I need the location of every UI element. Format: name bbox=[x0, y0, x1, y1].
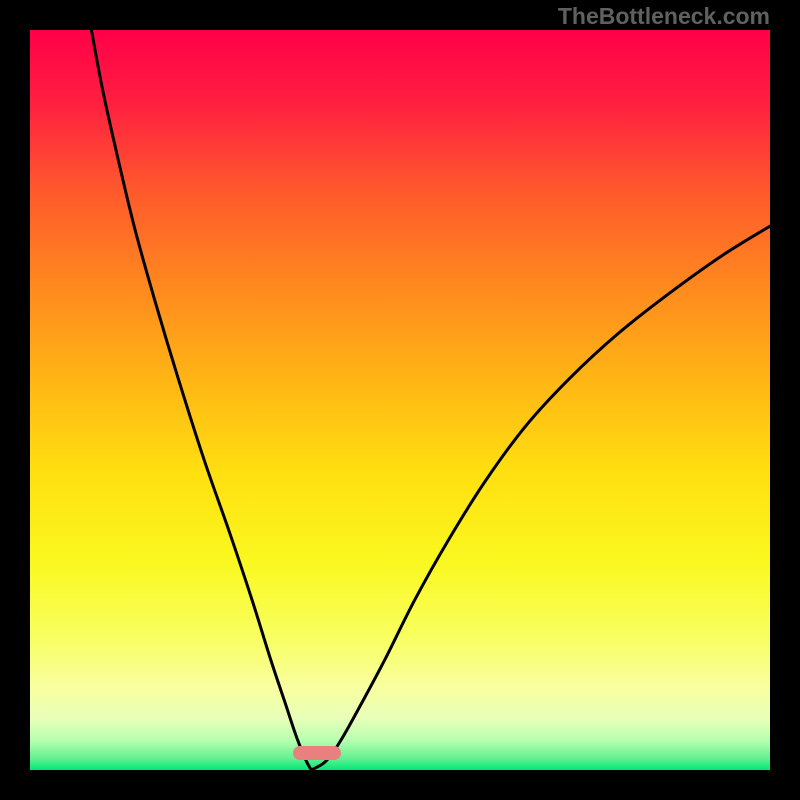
frame-bottom bbox=[0, 770, 800, 800]
bottom-marker bbox=[293, 746, 341, 760]
frame-left bbox=[0, 0, 30, 800]
plot-area bbox=[30, 30, 770, 770]
watermark-text: TheBottleneck.com bbox=[558, 3, 770, 30]
curve-layer bbox=[30, 30, 770, 770]
frame-right bbox=[770, 0, 800, 800]
chart-container: TheBottleneck.com bbox=[0, 0, 800, 800]
